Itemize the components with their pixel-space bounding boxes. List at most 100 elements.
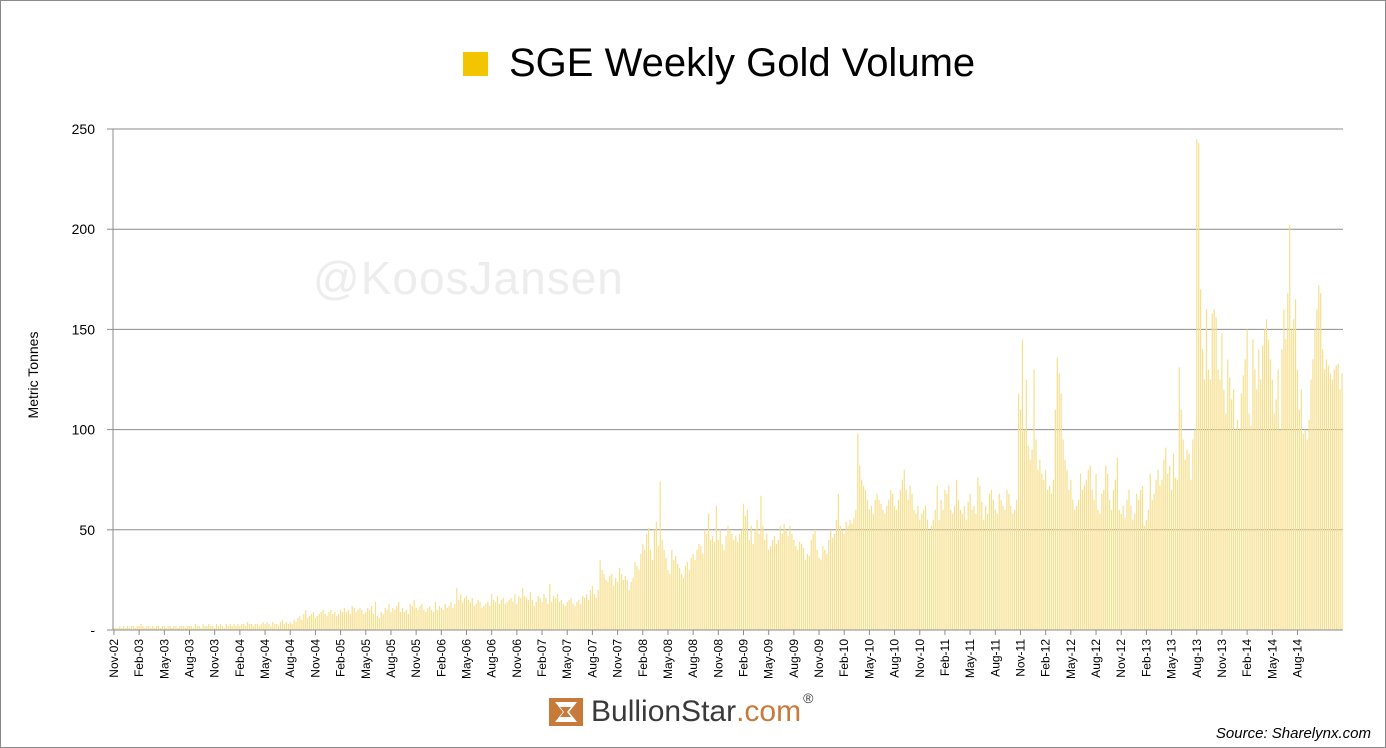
bar (1298, 409, 1301, 630)
bar (123, 625, 125, 630)
bar (1312, 359, 1314, 630)
y-tick-label: - (90, 622, 95, 638)
bar (752, 543, 754, 630)
bar (890, 489, 892, 630)
bar (1037, 469, 1039, 630)
bar (981, 501, 983, 630)
bar (504, 603, 506, 630)
bar (281, 619, 284, 630)
bar (1331, 379, 1333, 630)
bar (1159, 485, 1161, 630)
bar (1012, 513, 1014, 630)
bar (1035, 439, 1037, 630)
bar (1209, 379, 1211, 630)
bar (293, 619, 295, 630)
x-tick-label: Aug-13 (1190, 639, 1204, 678)
bar (1262, 345, 1264, 630)
bar (1101, 493, 1103, 630)
bar (926, 519, 929, 630)
bar (739, 533, 741, 630)
bar (698, 543, 700, 630)
bar (959, 509, 962, 630)
x-tick-label: Nov-03 (208, 639, 222, 678)
bar (555, 597, 557, 630)
bar (1223, 389, 1225, 630)
bar (487, 601, 489, 630)
bar (828, 539, 830, 630)
y-tick-label: 150 (72, 321, 96, 337)
bar (897, 499, 900, 630)
bar (616, 581, 619, 630)
bar (456, 587, 458, 630)
bar (258, 625, 260, 630)
bar (1151, 499, 1153, 630)
x-tick-label: Feb-05 (334, 639, 348, 677)
bar (531, 599, 533, 630)
bar (990, 489, 993, 630)
x-tick-label: Nov-08 (711, 639, 725, 678)
bar (169, 625, 171, 630)
bar (502, 597, 504, 630)
x-tick-label: Feb-10 (837, 639, 851, 677)
bar (998, 493, 1000, 630)
bar (1170, 489, 1173, 630)
x-tick-labels: Nov-02 Feb-03 May-03 Aug-03 Nov-03 Feb-04 May-… (107, 639, 1305, 679)
bar (1136, 493, 1138, 630)
bar (413, 599, 415, 630)
bar (835, 519, 838, 630)
bar (644, 549, 646, 630)
bar (1079, 473, 1082, 630)
source-note: Source: Sharelynx.com (1215, 725, 1371, 742)
bar (789, 525, 791, 630)
bar (1048, 485, 1051, 630)
bar (463, 597, 466, 630)
x-tick-label: Nov-06 (510, 639, 524, 678)
bar (477, 599, 479, 630)
bar (357, 609, 359, 630)
bar (986, 513, 989, 630)
bar (142, 625, 144, 630)
bar (1103, 489, 1105, 630)
bar (1322, 349, 1324, 630)
x-tick-label: May-12 (1064, 639, 1078, 679)
bar (605, 579, 607, 630)
bar (508, 599, 510, 630)
bar (1269, 359, 1271, 630)
bar (551, 601, 553, 630)
x-tick-label: Feb-08 (636, 639, 650, 677)
bar (1308, 419, 1310, 630)
x-tick-label: Feb-12 (1039, 639, 1053, 677)
bar (801, 543, 803, 630)
bar (132, 625, 134, 630)
bar (1130, 505, 1132, 630)
bar (820, 559, 822, 630)
bar (1099, 513, 1101, 630)
bar (144, 628, 146, 630)
bar (372, 613, 375, 630)
bar (148, 625, 150, 630)
x-tick-label: Feb-04 (233, 639, 247, 677)
bar (905, 489, 907, 630)
bar (299, 615, 301, 630)
bar (704, 529, 706, 630)
bar (303, 613, 305, 630)
bar (1252, 339, 1254, 630)
bar (895, 509, 898, 630)
bar (1041, 473, 1043, 630)
x-tick-label: Aug-12 (1089, 639, 1103, 678)
bar (1060, 393, 1062, 630)
bar (124, 628, 127, 630)
bar (1310, 379, 1312, 630)
bar (847, 525, 849, 630)
bar (384, 607, 386, 630)
x-tick-label: May-04 (258, 639, 272, 679)
bar (944, 489, 946, 630)
bar (814, 529, 816, 630)
bar (1068, 489, 1070, 630)
bar (136, 625, 138, 630)
bar (1194, 429, 1196, 630)
bar (227, 625, 229, 630)
bar (200, 628, 202, 630)
bar (646, 533, 648, 630)
bar (423, 609, 425, 630)
